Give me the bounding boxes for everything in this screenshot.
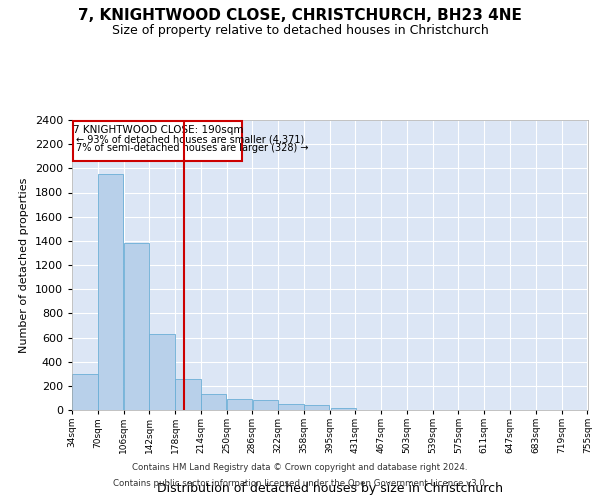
Bar [331, 408, 356, 410]
Bar [72, 374, 98, 410]
Text: 7 KNIGHTWOOD CLOSE: 190sqm: 7 KNIGHTWOOD CLOSE: 190sqm [73, 125, 243, 135]
Text: ← 93% of detached houses are smaller (4,371): ← 93% of detached houses are smaller (4,… [76, 134, 305, 144]
Y-axis label: Number of detached properties: Number of detached properties [19, 178, 29, 352]
Text: 7, KNIGHTWOOD CLOSE, CHRISTCHURCH, BH23 4NE: 7, KNIGHTWOOD CLOSE, CHRISTCHURCH, BH23 … [78, 8, 522, 22]
Bar [73, 120, 242, 162]
Bar [175, 378, 200, 410]
Text: Distribution of detached houses by size in Christchurch: Distribution of detached houses by size … [157, 482, 503, 495]
Text: Size of property relative to detached houses in Christchurch: Size of property relative to detached ho… [112, 24, 488, 37]
Bar [304, 405, 329, 410]
Text: Contains HM Land Registry data © Crown copyright and database right 2024.: Contains HM Land Registry data © Crown c… [132, 464, 468, 472]
Text: Contains public sector information licensed under the Open Government Licence v3: Contains public sector information licen… [113, 478, 487, 488]
Text: 7% of semi-detached houses are larger (328) →: 7% of semi-detached houses are larger (3… [76, 142, 309, 152]
Bar [124, 244, 149, 410]
Bar [149, 334, 175, 410]
Bar [201, 394, 226, 410]
Bar [227, 399, 252, 410]
Bar [278, 404, 304, 410]
Bar [98, 174, 124, 410]
Bar [253, 400, 278, 410]
